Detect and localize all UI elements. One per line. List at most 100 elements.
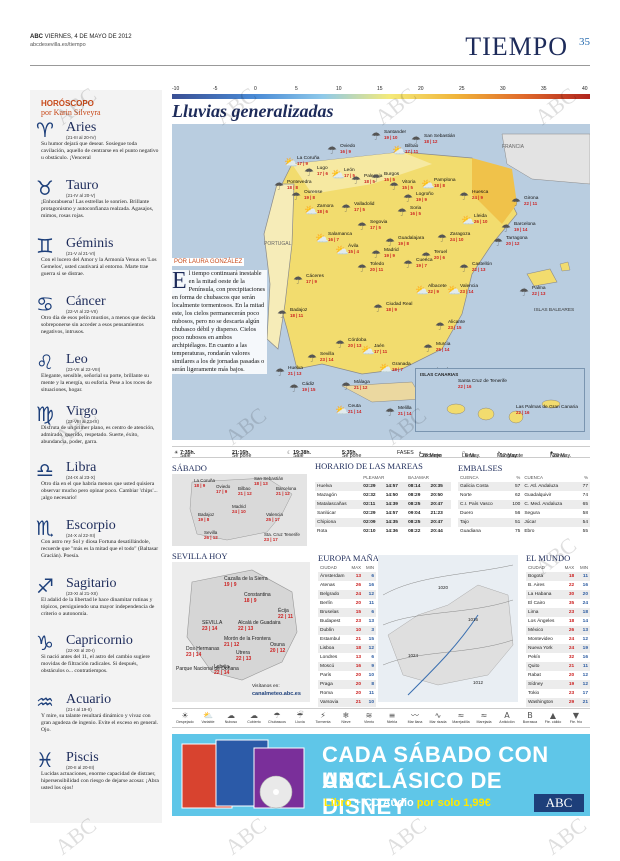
rain-cloud-icon: ☂: [327, 144, 337, 157]
europa-title: EUROPA MAÑANA: [318, 553, 392, 563]
rain-cloud-icon: ☂: [371, 130, 381, 143]
zodiac-icon: ♋: [36, 292, 54, 316]
city-las-palmas: Las Palmas de Gran Canaria 22 | 16: [516, 405, 578, 415]
table-row: Huelva 02:29 14:57 08:14 20:35: [315, 482, 451, 491]
scale-values: -10 -5 0 5 10 15 20 25 30 35 40: [172, 86, 590, 93]
table-row: Moscú 16 9: [318, 662, 376, 671]
visit-url[interactable]: canalmeteo.abc.es: [252, 691, 301, 697]
sign-dates: (21-V al 21-VI): [66, 251, 96, 256]
label-baleares: ISLAS BALEARES: [534, 308, 575, 313]
scale-tick: 5: [295, 86, 298, 92]
map-city: Santander 19 | 10: [384, 130, 407, 140]
rain-cloud-icon: ☂: [511, 196, 521, 209]
sign-name: Capricornio: [66, 633, 133, 648]
rain-cloud-icon: ☂: [277, 308, 287, 321]
section-url[interactable]: abcdesevilla.es/tiempo: [30, 42, 86, 48]
map-city: Murcia 25 | 14: [436, 342, 451, 352]
page-number: 35: [579, 36, 590, 48]
rain-cloud-icon: ☂: [289, 382, 299, 395]
map-city: Zamora 18 | 6: [317, 204, 334, 214]
map-city: Ávila 15 | 4: [348, 244, 359, 254]
sign-name: Leo: [66, 352, 88, 367]
table-row: Sídney 19 12: [526, 680, 590, 689]
rain-cloud-icon: ☂: [371, 248, 381, 261]
table-row: Galicia Costa 57 C. Atl. Andaluza 77: [458, 482, 590, 491]
legend-item: ≈ Marejada: [473, 711, 495, 724]
europa-map-shape: [382, 564, 514, 696]
sun-cloud-icon: ⛅: [392, 144, 406, 157]
table-row: Sanlúcar 02:29 14:57 09:04 21:23: [317, 511, 443, 516]
rain-cloud-icon: ☂: [307, 352, 317, 365]
rain-cloud-icon: ☂: [403, 258, 413, 271]
sign-name: Acuario: [66, 692, 112, 707]
masthead: ABC VIERNES, 4 DE MAYO DE 2012 abcdesevi…: [30, 30, 590, 66]
city-santa-cruz: Santa Cruz de Tenerife 22 | 16: [458, 379, 507, 389]
sevilla-town: Utrera 22 | 13: [236, 650, 252, 662]
rain-cloud-icon: ☂: [304, 166, 314, 179]
sign-name: Aries: [66, 120, 97, 135]
legend-icon: 〰: [411, 711, 419, 720]
map-city: Lugo 17 | 6: [317, 166, 328, 176]
isobar-label: 1012: [473, 680, 484, 685]
sign-dates: (22-VI al 22-VII): [66, 309, 98, 314]
table-row: Ámsterdam 13 6: [318, 572, 376, 581]
canarias-shapes: [446, 399, 561, 424]
map-city: Albacete 22 | 9: [428, 284, 447, 294]
map-city: Lleida 26 | 10: [474, 214, 488, 224]
map-city: Logroño 19 | 9: [416, 192, 434, 202]
sign-text: Y mire, su talante resultará dinámico y …: [41, 713, 159, 733]
map-city: Cádiz 19 | 15: [302, 382, 316, 392]
scale-tick: 35: [541, 86, 547, 92]
sign-text: Otro día en el que habría menos que uste…: [41, 481, 158, 501]
horoscope-author: por Karin Silveyra: [41, 108, 101, 117]
legend-item: ❄ Nieve: [335, 711, 357, 724]
map-shapes: [263, 133, 590, 403]
sevilla-town: Lebrija 22 | 14: [214, 664, 230, 676]
legend-item: ≡ Niebla: [381, 711, 403, 724]
mundo-table: CIUDAD MAX MIN Bogotá 18 11 B. Aires 22 16 La Ha…: [526, 565, 590, 707]
rain-cloud-icon: ☂: [371, 172, 381, 185]
rain-cloud-icon: ☂: [291, 190, 301, 203]
rain-cloud-icon: ☂: [437, 232, 447, 245]
table-row: Estambul 21 15: [320, 637, 374, 642]
map-city: Ceuta 21 | 14: [348, 404, 362, 414]
horoscope-sidebar: HORÓSCOPO por Karin Silveyra ♈ Aries (21-I…: [30, 90, 162, 823]
section-title: TIEMPO: [465, 32, 568, 61]
table-row: Budapest 23 13: [320, 619, 374, 624]
isobar-label: 1024: [408, 653, 419, 658]
mundo-title: EL MUNDO: [526, 553, 571, 563]
sabado-title: SÁBADO: [172, 463, 207, 473]
map-city: Soria 16 | 5: [410, 206, 422, 216]
legend-item: ▲ Fte. cálido: [542, 711, 564, 724]
map-city: Teruel 20 | 6: [434, 250, 448, 260]
map-city: La Coruña 17 | 9: [297, 156, 320, 166]
sun-cloud-icon: ⛅: [284, 156, 298, 169]
rain-cloud-icon: ☂: [335, 338, 345, 351]
phase-menguante: Menguante ◑ 12 May.: [497, 450, 523, 459]
watermark: ABC: [220, 812, 272, 860]
map-city: Tarragona 20 | 12: [506, 236, 528, 246]
legend-icon: ☂: [273, 711, 281, 720]
disney-advert[interactable]: CADA SÁBADO CON ABC UN CLÁSICO DE DISNEY…: [172, 734, 590, 816]
table-row: Belgrado 24 12: [318, 590, 376, 599]
table-row: Montevideo 24 12: [528, 637, 588, 642]
label-portugal: PORTUGAL: [264, 241, 292, 247]
sevilla-map-shape: [186, 569, 298, 681]
map-city: Segovia 17 | 5: [370, 220, 388, 230]
table-row: Matalascañas 02:11 14:39 08:25 20:47: [315, 500, 451, 509]
table-row: Londres 13 6: [320, 655, 374, 660]
rain-cloud-icon: ☂: [274, 180, 284, 193]
table-row: Rabat 20 12: [528, 673, 588, 678]
sun-cloud-icon: ⛅: [421, 178, 435, 191]
europa-map: 1020 1016 1024 1012: [378, 555, 518, 702]
map-city: Ciudad Real 18 | 9: [386, 302, 413, 312]
legend-icon: ☁: [250, 711, 258, 720]
rain-cloud-icon: ☂: [275, 366, 285, 379]
scale-tick: 0: [254, 86, 257, 92]
rain-cloud-icon: ☂: [493, 236, 503, 249]
legend-item: ☔ Lluvia: [289, 711, 311, 724]
table-row: Tajo 51 Júcar 54: [458, 518, 590, 527]
map-city: Burgos 15 | 5: [384, 172, 400, 182]
sign-text: Elegante, sensible, señorial su porte, b…: [41, 373, 152, 393]
sabado-city: Badajoz 19 | 8: [198, 512, 215, 522]
